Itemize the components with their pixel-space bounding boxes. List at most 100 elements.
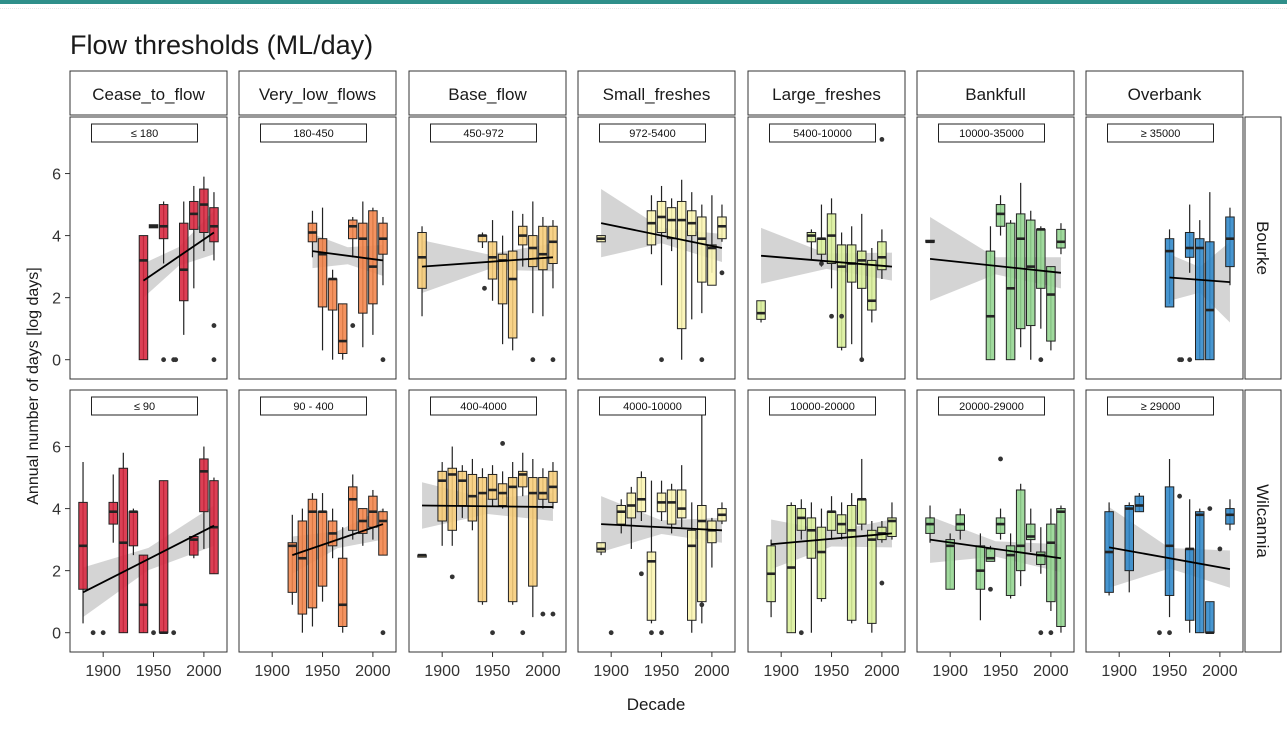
box-body [528,235,538,268]
strip-Overbank [1085,70,1244,116]
outlier-point [173,357,179,363]
box-body [846,504,857,621]
strip-Small_freshes [577,70,736,116]
box-body [457,470,468,506]
box-body [1015,489,1026,572]
box-body [138,554,149,634]
box-body [1015,213,1026,330]
box-body [1056,228,1066,249]
trend-line [421,256,554,268]
trend-line [82,524,215,594]
x-tick-label: 1950 [305,663,341,680]
outlier-point [798,630,804,636]
threshold-label: ≥ 35000 [1141,128,1181,140]
outlier-point [1207,506,1213,511]
x-tick-label: 2000 [864,663,900,680]
box-body [417,231,427,289]
trend-line [1169,276,1231,284]
x-tick-label: 1900 [593,663,629,680]
box-body [179,222,189,302]
strip-Very_low_flows [238,70,397,116]
box-body [707,244,717,286]
box-body [1164,238,1175,308]
box-body [687,529,697,621]
box-body [1046,266,1056,342]
outlier-point [819,261,824,266]
box-body [158,204,169,240]
outlier-point [1177,493,1183,499]
box-body [1026,523,1036,541]
outlier-point [649,630,654,636]
outlier-point [1048,630,1054,636]
box-body [518,470,528,488]
strip-Large_freshes [747,70,906,116]
trend-line [312,250,384,262]
box-body [975,545,986,590]
outlier-point [1187,357,1193,363]
box-body [138,235,149,361]
box-body [1005,222,1016,361]
threshold-box [1107,396,1214,416]
outlier-point [490,630,495,636]
threshold-box [769,396,876,416]
outlier-point [550,357,556,363]
threshold-box [430,396,537,416]
panel-Wilcannia-Bankfull [916,389,1075,653]
threshold-label: 972-5400 [629,128,676,140]
box-body [158,480,169,634]
confidence-band [83,505,214,618]
outlier-point [380,357,386,363]
outlier-point [161,357,167,363]
threshold-label: ≤ 90 [134,401,155,413]
box-body [887,517,897,538]
box-body [786,504,796,634]
box-body [636,477,647,513]
threshold-label: 180-450 [293,128,333,140]
box-body [666,489,677,525]
outlier-point [380,630,386,636]
box-body [945,539,955,590]
outlier-point [879,137,885,142]
outlier-point [988,586,993,592]
outlier-point [350,323,356,328]
threshold-box [430,123,537,143]
box-body [548,225,558,265]
outlier-point [100,630,106,636]
box-body [317,511,328,587]
trend-line [422,504,553,508]
box-body [676,489,687,519]
box-body [108,501,118,525]
trend-line [1108,546,1231,570]
box-body [646,210,657,246]
x-tick-label: 1900 [763,663,799,680]
box-body [487,473,498,500]
box-body [538,225,548,271]
x-tick-label: 1950 [1152,663,1188,680]
box-body [358,222,368,314]
strip-label-Very_low_flows: Very_low_flows [259,85,376,104]
box-body [676,200,687,330]
x-tick-label: 2000 [186,663,222,680]
x-tick-label: 1950 [475,663,511,680]
box-body [1184,231,1195,258]
outlier-point [608,630,614,636]
box-body [287,542,298,593]
x-tick-label: 1900 [1101,663,1137,680]
trend-line [292,523,384,556]
x-tick-label: 1900 [254,663,290,680]
box-body [1036,551,1046,565]
box-body [1195,511,1205,634]
box-body [867,529,877,624]
box-body [348,486,358,531]
x-tick-label: 1900 [424,663,460,680]
box-body [707,520,717,544]
x-tick-label: 1950 [983,663,1019,680]
box-body [1225,216,1235,268]
x-tick-label: 2000 [1202,663,1238,680]
panel-Bourke-Overbank [1085,116,1244,380]
box-body [646,551,657,621]
strip-Cease_to_flow [69,70,228,116]
box-body [1205,241,1215,361]
strip-label-Base_flow: Base_flow [448,85,527,104]
box-body [1056,508,1066,627]
